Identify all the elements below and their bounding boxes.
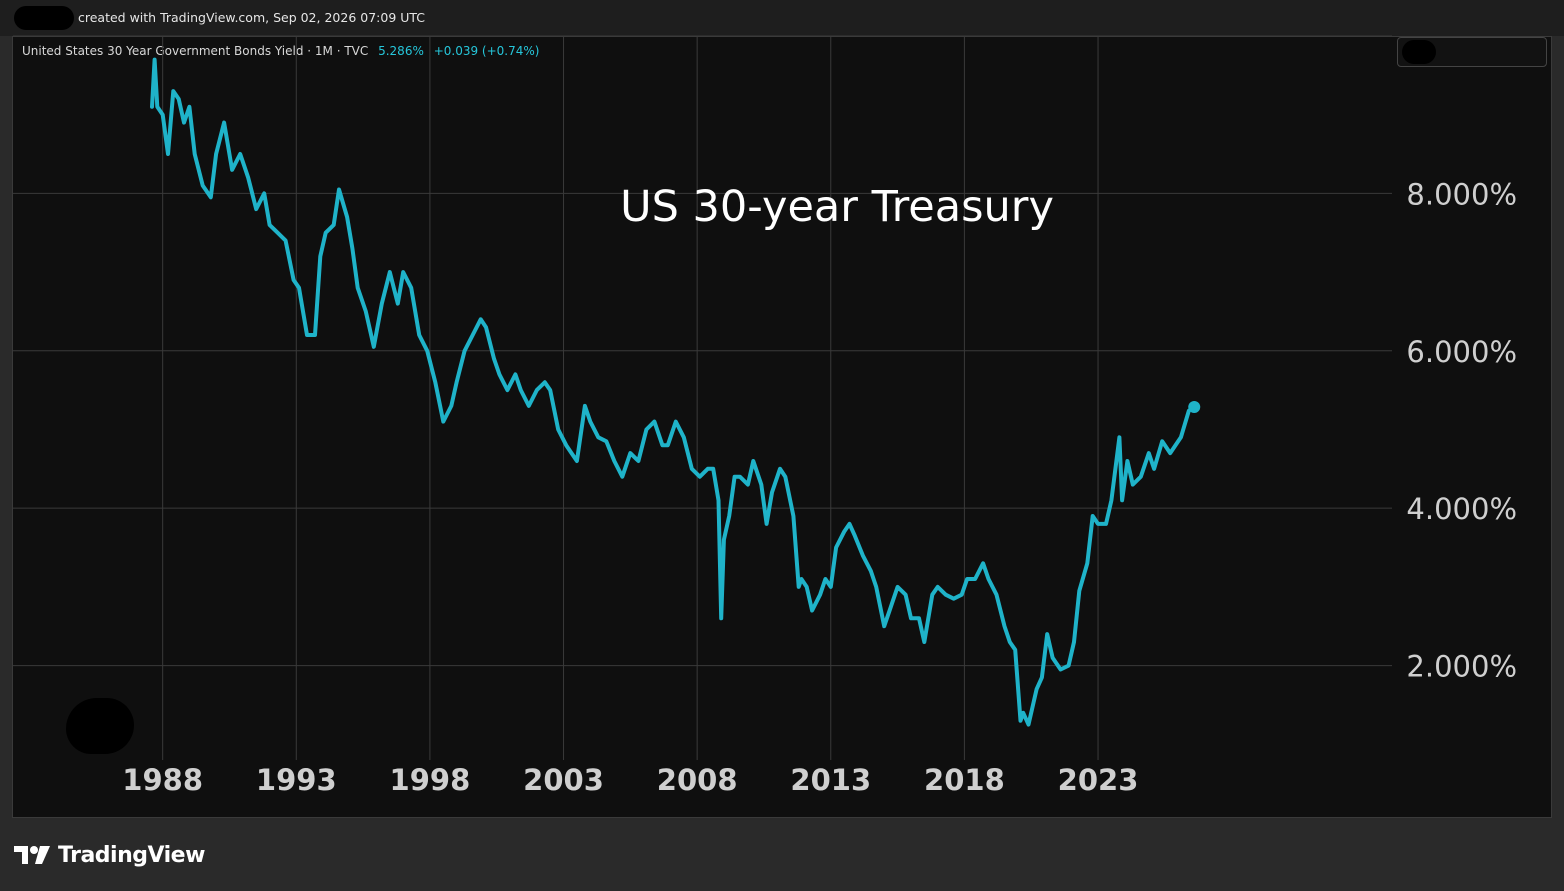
redacted-corner-mark — [1402, 40, 1436, 64]
grid-lines — [13, 35, 1392, 760]
y-tick-label: 8.000% — [1406, 177, 1517, 211]
x-tick-label: 1998 — [390, 763, 471, 797]
redacted-avatar — [14, 6, 74, 30]
x-tick-label: 1993 — [256, 763, 337, 797]
symbol-name: United States 30 Year Government Bonds Y… — [22, 44, 369, 58]
x-tick-label: 1988 — [122, 763, 203, 797]
y-tick-label: 6.000% — [1406, 335, 1517, 369]
chart-title: US 30-year Treasury — [620, 182, 1054, 232]
last-value: 5.286% — [378, 44, 424, 58]
footer-bar — [0, 818, 1564, 891]
x-tick-label: 2003 — [523, 763, 604, 797]
change-value: +0.039 (+0.74%) — [433, 44, 540, 58]
x-tick-label: 2008 — [657, 763, 738, 797]
symbol-legend[interactable]: United States 30 Year Government Bonds Y… — [22, 44, 539, 58]
y-axis-ticks: 2.000% 4.000% 6.000% 8.000% — [1406, 177, 1517, 683]
last-point-marker — [1188, 400, 1201, 413]
tradingview-wordmark: TradingView — [58, 842, 205, 868]
tradingview-mark-icon — [14, 846, 50, 864]
x-tick-label: 2023 — [1058, 763, 1139, 797]
series-layer — [150, 57, 1201, 727]
yield-chart[interactable]: 1988 1993 1998 2003 2008 2013 2018 2023 2.000% 4… — [0, 0, 1564, 818]
y-tick-label: 2.000% — [1406, 650, 1517, 684]
x-axis-ticks: 1988 1993 1998 2003 2008 2013 2018 2023 — [122, 763, 1138, 797]
x-tick-label: 2013 — [790, 763, 871, 797]
y-tick-label: 4.000% — [1406, 492, 1517, 526]
yield-series-line — [150, 57, 1197, 727]
x-tick-label: 2018 — [924, 763, 1005, 797]
created-with-text: created with TradingView.com, Sep 02, 20… — [78, 10, 426, 25]
redacted-watermark — [66, 698, 134, 754]
top-bar: created with TradingView.com, Sep 02, 20… — [0, 0, 1564, 36]
chart-panel — [12, 36, 1552, 818]
tradingview-logo[interactable]: TradingView — [14, 842, 205, 868]
corner-widget[interactable] — [1397, 37, 1547, 67]
